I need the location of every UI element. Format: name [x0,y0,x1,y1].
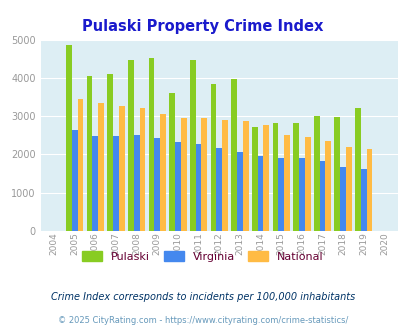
Bar [284,135,289,231]
Bar [366,149,371,231]
Bar [263,125,269,231]
Text: Pulaski Property Crime Index: Pulaski Property Crime Index [82,19,323,34]
Bar [148,58,154,231]
Text: © 2025 CityRating.com - https://www.cityrating.com/crime-statistics/: © 2025 CityRating.com - https://www.city… [58,316,347,325]
Bar [222,120,227,231]
Legend: Pulaski, Virginia, National: Pulaski, Virginia, National [78,247,327,267]
Bar [257,155,263,231]
Bar [201,118,207,231]
Bar [298,158,304,231]
Bar [154,138,160,231]
Bar [133,135,139,231]
Bar [98,103,104,231]
Bar [345,147,351,231]
Bar [175,142,180,231]
Bar [292,123,298,231]
Text: Crime Index corresponds to incidents per 100,000 inhabitants: Crime Index corresponds to incidents per… [51,292,354,302]
Bar [277,158,284,231]
Bar [242,121,248,231]
Bar [339,167,345,231]
Bar [324,141,330,231]
Bar [334,116,339,231]
Bar [72,130,77,231]
Bar [66,45,72,231]
Bar [86,76,92,231]
Bar [319,161,324,231]
Bar [119,106,124,231]
Bar [113,136,119,231]
Bar [313,116,319,231]
Bar [231,79,237,231]
Bar [210,84,216,231]
Bar [169,93,175,231]
Bar [360,169,366,231]
Bar [160,114,166,231]
Bar [304,137,310,231]
Bar [180,118,186,231]
Bar [272,123,277,231]
Bar [354,108,360,231]
Bar [77,99,83,231]
Bar [139,108,145,231]
Bar [107,74,113,231]
Bar [216,148,222,231]
Bar [92,136,98,231]
Bar [195,145,201,231]
Bar [251,127,257,231]
Bar [128,60,133,231]
Bar [237,152,242,231]
Bar [190,60,195,231]
